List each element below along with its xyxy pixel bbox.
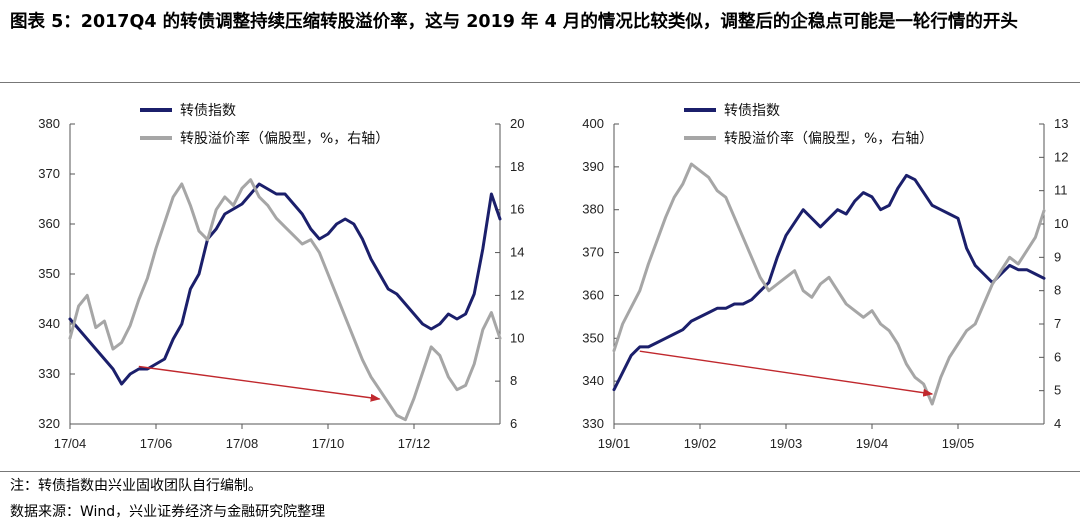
page-title: 图表 5：2017Q4 的转债调整持续压缩转股溢价率，这与 2019 年 4 月… xyxy=(10,12,1018,32)
right-tick-label: 12 xyxy=(1054,149,1068,164)
cb-index-line xyxy=(68,182,502,386)
right-tick-label: 4 xyxy=(1054,416,1061,431)
right-tick-label: 6 xyxy=(510,416,517,431)
left-tick-label: 370 xyxy=(582,245,604,260)
left-tick-label: 350 xyxy=(582,330,604,345)
x-tick-label: 19/05 xyxy=(942,436,975,451)
premium-rate-line xyxy=(612,162,1046,406)
trend-arrow xyxy=(138,365,381,402)
left-tick-label: 330 xyxy=(582,416,604,431)
x-tick-label: 17/06 xyxy=(140,436,173,451)
right-tick-label: 7 xyxy=(1054,316,1061,331)
right-tick-label: 20 xyxy=(510,116,524,131)
premium-rate-line xyxy=(68,178,502,422)
notes-divider xyxy=(0,471,1080,472)
left-tick-label: 380 xyxy=(582,202,604,217)
right-tick-label: 12 xyxy=(510,287,524,302)
x-tick-label: 19/03 xyxy=(770,436,803,451)
note-line: 注：转债指数由兴业固收团队自行编制。 xyxy=(10,478,262,494)
trend-arrow xyxy=(639,350,934,397)
cb-index-line xyxy=(612,173,1046,392)
legend-label: 转股溢价率（偏股型，%，右轴） xyxy=(724,130,933,147)
left-tick-label: 320 xyxy=(38,416,60,431)
left-tick-label: 360 xyxy=(38,216,60,231)
right-tick-label: 6 xyxy=(1054,349,1061,364)
right-tick-label: 13 xyxy=(1054,116,1068,131)
x-tick-label: 17/10 xyxy=(312,436,345,451)
x-tick-label: 19/01 xyxy=(598,436,631,451)
right-tick-label: 10 xyxy=(510,330,524,345)
x-tick-label: 17/04 xyxy=(54,436,87,451)
left-tick-label: 340 xyxy=(38,316,60,331)
left-tick-label: 350 xyxy=(38,266,60,281)
left-tick-label: 400 xyxy=(582,116,604,131)
left-tick-label: 370 xyxy=(38,166,60,181)
right-tick-label: 8 xyxy=(510,373,517,388)
right-tick-label: 16 xyxy=(510,202,524,217)
right-tick-label: 8 xyxy=(1054,283,1061,298)
legend-label: 转债指数 xyxy=(724,103,780,119)
right-tick-label: 5 xyxy=(1054,383,1061,398)
legend-label: 转债指数 xyxy=(180,103,236,119)
source-line: 数据来源：Wind，兴业证券经济与金融研究院整理 xyxy=(10,504,326,520)
legend-label: 转股溢价率（偏股型，%，右轴） xyxy=(180,130,389,147)
left-tick-label: 340 xyxy=(582,373,604,388)
x-tick-label: 19/02 xyxy=(684,436,717,451)
chart-right: 330 340 350 360 370 380 390 400 4 5 6 7 8 9 10 11 12 13 19… xyxy=(582,103,1068,451)
right-tick-label: 10 xyxy=(1054,216,1068,231)
left-tick-label: 360 xyxy=(582,287,604,302)
right-tick-label: 9 xyxy=(1054,249,1061,264)
right-tick-label: 11 xyxy=(1054,183,1068,198)
x-tick-label: 17/12 xyxy=(398,436,431,451)
chart-left: 320 330 340 350 360 370 380 6 8 10 12 14 16 18 20 17/04… xyxy=(38,103,524,451)
left-tick-label: 390 xyxy=(582,159,604,174)
right-tick-label: 18 xyxy=(510,159,524,174)
right-tick-label: 14 xyxy=(510,245,524,260)
x-tick-label: 17/08 xyxy=(226,436,259,451)
left-tick-label: 330 xyxy=(38,366,60,381)
left-tick-label: 380 xyxy=(38,116,60,131)
title-divider xyxy=(0,82,1080,83)
x-tick-label: 19/04 xyxy=(856,436,889,451)
